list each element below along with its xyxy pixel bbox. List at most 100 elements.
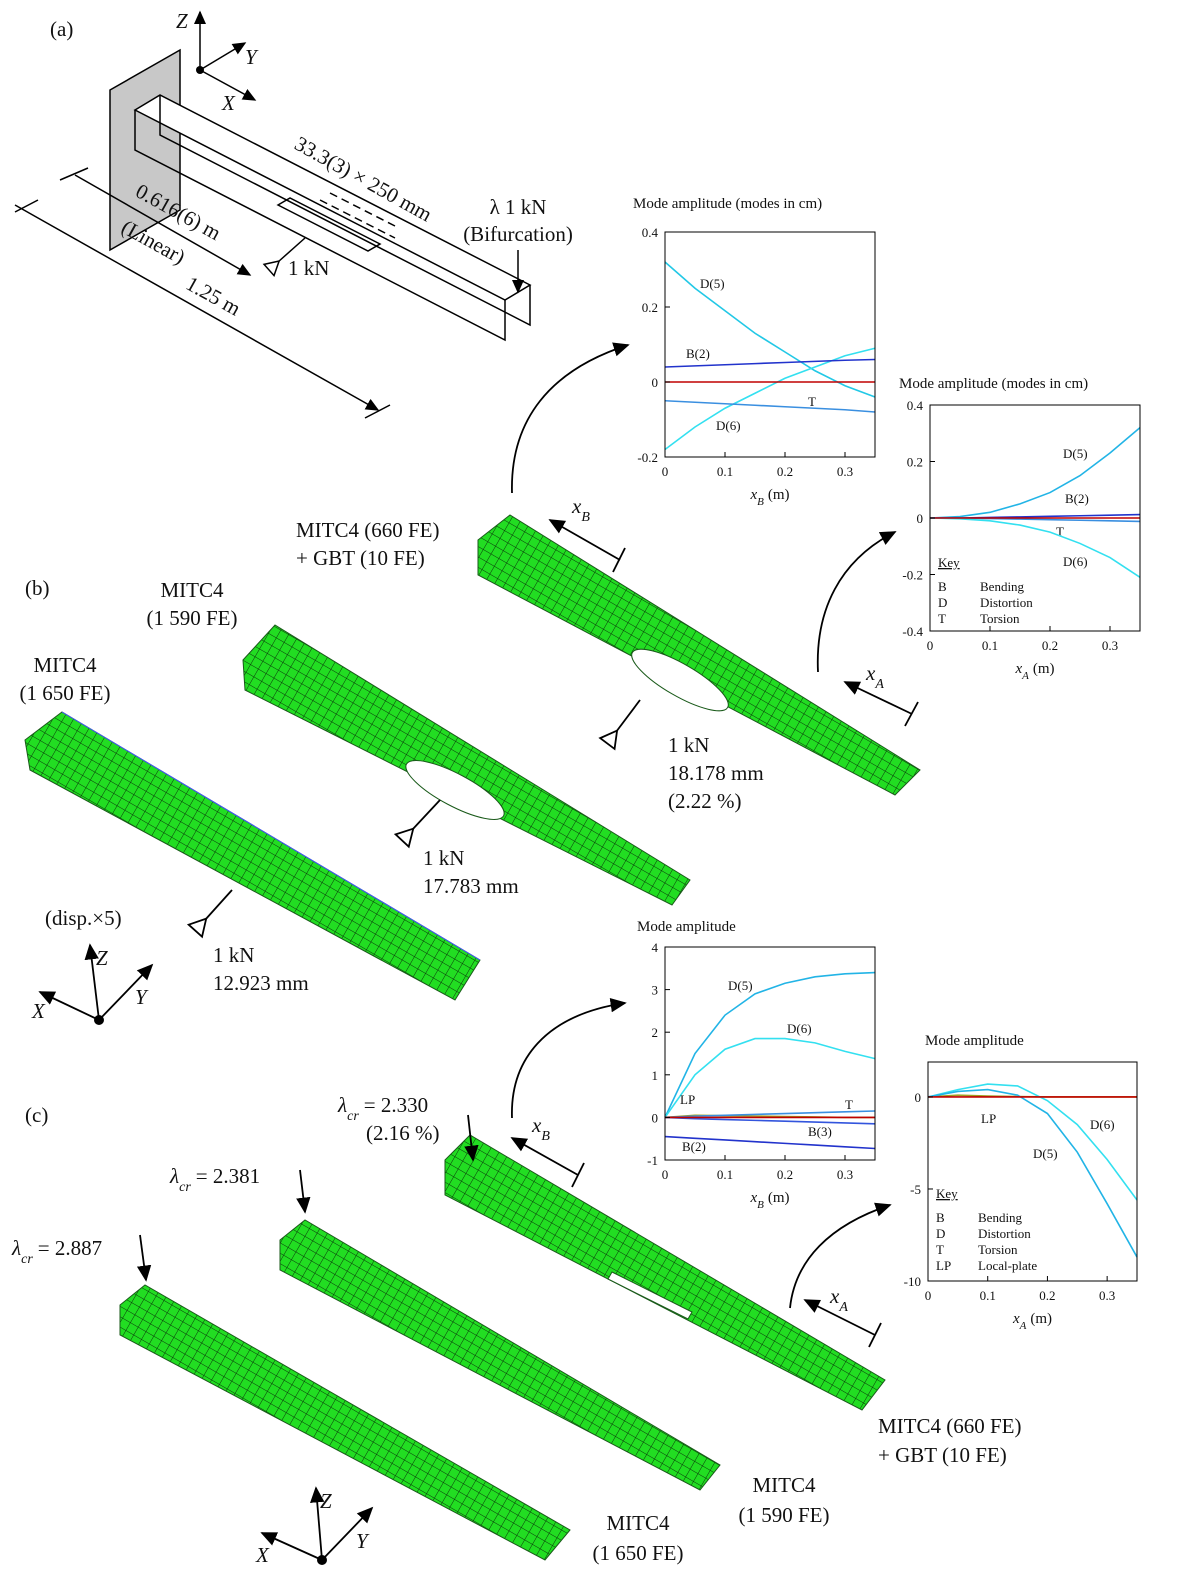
- result: 18.178 mm: [668, 761, 764, 785]
- mode-curve: [930, 518, 1140, 577]
- curve-label: LP: [981, 1111, 996, 1126]
- sub: cr: [179, 1180, 191, 1195]
- curve-label: D(5): [1063, 446, 1088, 461]
- key-code: T: [936, 1242, 944, 1257]
- x-tick-label: 0.2: [1039, 1288, 1055, 1303]
- key-text: Distortion: [980, 595, 1033, 610]
- sub: B: [757, 496, 764, 508]
- key-text: Torsion: [980, 611, 1020, 626]
- key-text: Bending: [978, 1210, 1023, 1225]
- axis-name: Z: [176, 9, 188, 33]
- y-tick-label: 0: [917, 511, 924, 526]
- sub: cr: [21, 1252, 33, 1267]
- model-label: (1 650 FE): [593, 1541, 684, 1565]
- buckling-load: λcr = 2.381: [169, 1164, 260, 1195]
- curve-label: D(6): [716, 418, 741, 433]
- y-tick-label: -5: [910, 1182, 921, 1197]
- y-tick-label: 1: [652, 1068, 659, 1083]
- x-tick-label: 0.3: [837, 464, 853, 479]
- axis-name: Y: [356, 1529, 370, 1553]
- curve-label: D(6): [1063, 554, 1088, 569]
- model-label: + GBT (10 FE): [878, 1443, 1007, 1467]
- rest: = 2.887: [38, 1236, 102, 1260]
- x-axis-label: xB(m): [749, 1190, 789, 1211]
- key-text: Distortion: [978, 1226, 1031, 1241]
- coordinate: xA: [865, 661, 884, 692]
- sub: B: [581, 510, 590, 525]
- model-label: MITC4: [34, 653, 98, 677]
- panel-label: (c): [25, 1103, 48, 1127]
- result: 1 kN: [668, 733, 709, 757]
- key-code: D: [938, 595, 947, 610]
- y-tick-label: 0.4: [907, 398, 924, 413]
- scale-note: (disp.×5): [45, 906, 122, 930]
- buckling-load: λcr = 2.887: [11, 1236, 102, 1267]
- x-tick-label: 0.1: [982, 638, 998, 653]
- y-tick-label: 0.2: [642, 300, 658, 315]
- result: 12.923 mm: [213, 971, 309, 995]
- model-label: MITC4: [161, 578, 225, 602]
- coordinate: xB: [571, 494, 590, 525]
- load: λ 1 kN: [490, 195, 547, 219]
- axis-name: Y: [245, 45, 259, 69]
- y-tick-label: -1: [647, 1153, 658, 1168]
- x-tick-label: 0.2: [777, 464, 793, 479]
- key-text: Bending: [980, 579, 1025, 594]
- key-code: T: [938, 611, 946, 626]
- axis-name: X: [255, 1543, 270, 1567]
- sym: λ: [337, 1093, 347, 1117]
- model-label: (1 590 FE): [739, 1503, 830, 1527]
- load: 1 kN: [288, 256, 329, 280]
- x-tick-label: 0: [927, 638, 934, 653]
- y-tick-label: 0.2: [907, 455, 923, 470]
- model-label: + GBT (10 FE): [296, 546, 425, 570]
- sym: λ: [11, 1236, 21, 1260]
- mode-curve: [665, 973, 875, 1118]
- axis-name: Z: [96, 946, 108, 970]
- mode-curve: [665, 401, 875, 412]
- rest: = 2.330: [364, 1093, 428, 1117]
- rest: = 2.381: [196, 1164, 260, 1188]
- key-title: Key: [938, 555, 960, 570]
- curve-label: D(6): [787, 1021, 812, 1036]
- meshes-b: [25, 515, 920, 1000]
- length: 1.25 m: [182, 271, 245, 320]
- curve-label: LP: [680, 1092, 695, 1107]
- unit: (m): [1030, 1311, 1052, 1327]
- key-code: B: [938, 579, 947, 594]
- key-code: D: [936, 1226, 945, 1241]
- curve-label: D(6): [1090, 1117, 1115, 1132]
- x-axis-label: xB(m): [749, 487, 789, 508]
- curve-label: D(5): [1033, 1146, 1058, 1161]
- chart-title: Mode amplitude (modes in cm): [899, 376, 1088, 392]
- curve-label: D(5): [700, 276, 725, 291]
- analysis-type: (Bifurcation): [463, 222, 573, 246]
- mode-curve: [928, 1084, 1137, 1200]
- x-tick-label: 0.2: [777, 1167, 793, 1182]
- y-tick-label: 0.4: [642, 225, 659, 240]
- error: (2.16 %): [366, 1121, 439, 1145]
- mode-chart: Mode amplitude (modes in cm)D(5)D(6)B(2)…: [633, 196, 875, 508]
- sub: A: [838, 1300, 848, 1315]
- axis-origin: [317, 1555, 327, 1565]
- y-tick-label: -10: [904, 1274, 921, 1289]
- x-tick-label: 0.1: [717, 1167, 733, 1182]
- sub: B: [541, 1129, 550, 1144]
- panel-label: (a): [50, 17, 73, 41]
- y-tick-label: 4: [652, 940, 659, 955]
- cantilever-sketch: [15, 12, 530, 418]
- sym: λ: [169, 1164, 179, 1188]
- axis-name: Y: [135, 985, 149, 1009]
- result: 1 kN: [213, 943, 254, 967]
- curve-label: T: [808, 394, 816, 409]
- sub: A: [874, 677, 884, 692]
- y-tick-label: 3: [652, 983, 659, 998]
- x-tick-label: 0.3: [1099, 1288, 1115, 1303]
- unit: (m): [768, 1190, 790, 1206]
- key-code: LP: [936, 1258, 951, 1273]
- x-tick-label: 0: [662, 464, 669, 479]
- chart-title: Mode amplitude: [925, 1033, 1024, 1049]
- model-label: MITC4 (660 FE): [296, 518, 440, 542]
- key-text: Torsion: [978, 1242, 1018, 1257]
